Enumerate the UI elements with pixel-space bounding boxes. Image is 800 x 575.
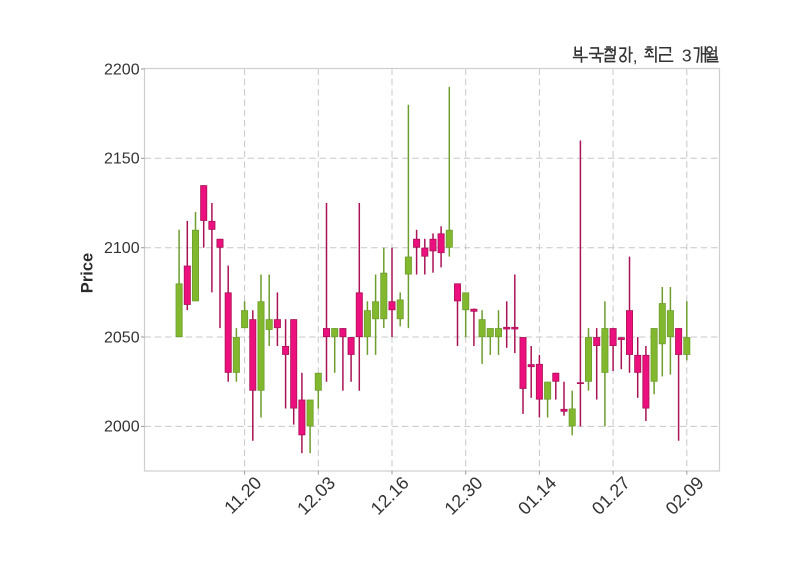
svg-text:2000: 2000 [104,419,140,436]
svg-text:2200: 2200 [104,61,140,78]
svg-text:Price: Price [79,253,97,293]
svg-text:2150: 2150 [104,151,140,168]
svg-text:3: 3 [682,46,692,66]
svg-text:,: , [633,47,638,66]
svg-text:2050: 2050 [104,329,140,346]
svg-text:2100: 2100 [104,240,140,257]
